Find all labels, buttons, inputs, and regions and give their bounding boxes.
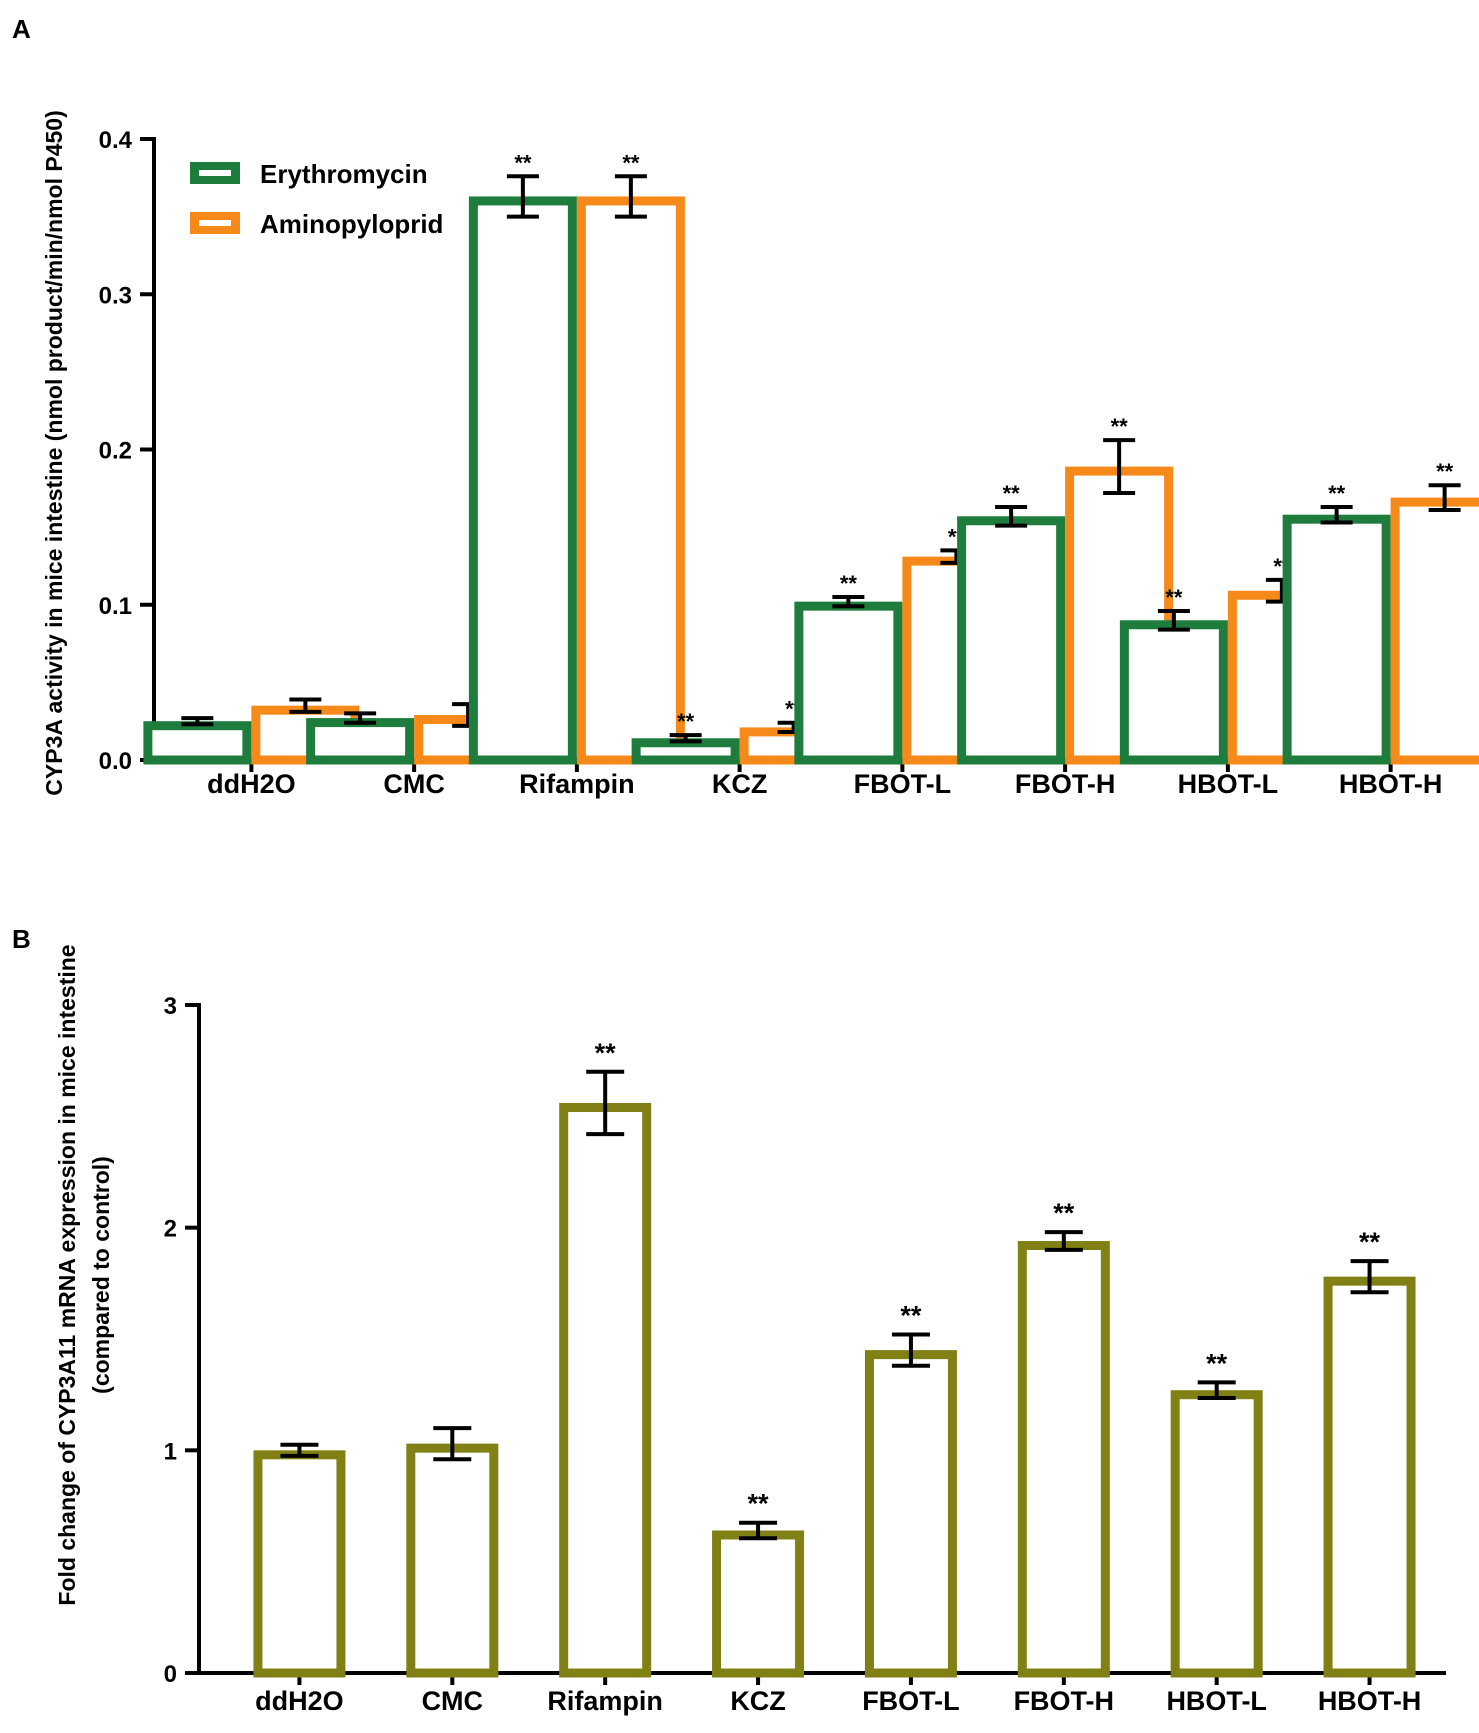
y-axis-title-b-line2: (compared to control) [88,1156,114,1394]
legend-swatch-inner-erythromycin [199,170,231,176]
bar [794,601,903,765]
x-tick-label: FBOT-L [854,769,951,799]
chart-b: Fold change of CYP3A11 mRNA expression i… [54,944,1446,1716]
y-axis-title-a: CYP3A activity in mice intestine (nmol p… [41,110,67,795]
y-tick-label: 0.1 [99,593,132,620]
legend-a: Erythromycin Aminopyloprid [190,159,443,239]
significance-marker: ** [595,1038,617,1068]
x-tick-label: FBOT-H [1015,769,1116,799]
significance-marker: ** [1328,481,1346,506]
y-tick-label: 0.4 [99,127,133,154]
legend-swatch-inner-aminopyloprid [199,220,231,226]
bar [1170,1390,1263,1678]
x-tick-label: Rifampin [519,769,635,799]
bar [253,1450,346,1678]
significance-marker: ** [1003,481,1021,506]
bar [1017,1241,1110,1678]
bar [1323,1276,1416,1678]
x-tick-label: ddH2O [207,769,296,799]
bar [576,196,685,765]
significance-marker: ** [900,1301,922,1331]
y-tick-label: 1 [164,1438,177,1465]
y-tick-label: 2 [164,1216,177,1243]
chart-a: CYP3A activity in mice intestine (nmol p… [41,110,1479,799]
bar [864,1350,957,1678]
significance-marker: ** [748,1489,770,1519]
x-tick-label: KCZ [730,1686,786,1716]
bar [143,721,252,765]
y-tick-label: 0.0 [99,748,132,775]
x-tick-label: CMC [422,1686,484,1716]
bar [957,516,1066,765]
significance-marker: ** [622,150,640,175]
significance-marker: ** [677,709,695,734]
bar [1390,497,1479,765]
x-tick-label: Rifampin [547,1686,663,1716]
x-tick-label: HBOT-L [1166,1686,1267,1716]
y-tick-label: 0.2 [99,438,132,465]
legend-label-erythromycin: Erythromycin [260,159,428,189]
x-tick-label: KCZ [712,769,768,799]
bar [631,738,740,765]
x-tick-label: HBOT-L [1178,769,1279,799]
y-tick-label: 0 [164,1661,177,1688]
legend-label-aminopyloprid: Aminopyloprid [260,209,443,239]
significance-marker: ** [1359,1227,1381,1257]
bar [559,1102,652,1678]
panel-label-b: B [12,924,31,954]
y-tick-label: 0.3 [99,282,132,309]
bar [468,196,577,765]
bar [306,718,415,765]
significance-marker: ** [1165,585,1183,610]
significance-marker: ** [1206,1348,1228,1378]
bar [1119,620,1228,765]
bar [406,1443,499,1678]
y-tick-label: 3 [164,993,177,1020]
significance-marker: ** [1053,1198,1075,1228]
bar [712,1530,805,1678]
panel-label-a: A [12,14,31,44]
significance-marker: ** [1111,414,1129,439]
x-tick-label: FBOT-H [1014,1686,1115,1716]
x-tick-label: CMC [383,769,445,799]
significance-marker: ** [840,571,858,596]
significance-marker: ** [1436,459,1454,484]
x-tick-label: FBOT-L [862,1686,959,1716]
significance-marker: ** [514,150,532,175]
x-tick-label: HBOT-H [1339,769,1443,799]
bar [1282,514,1391,765]
y-axis-title-b-line1: Fold change of CYP3A11 mRNA expression i… [54,944,80,1605]
x-tick-label: HBOT-H [1318,1686,1422,1716]
x-tick-label: ddH2O [255,1686,344,1716]
